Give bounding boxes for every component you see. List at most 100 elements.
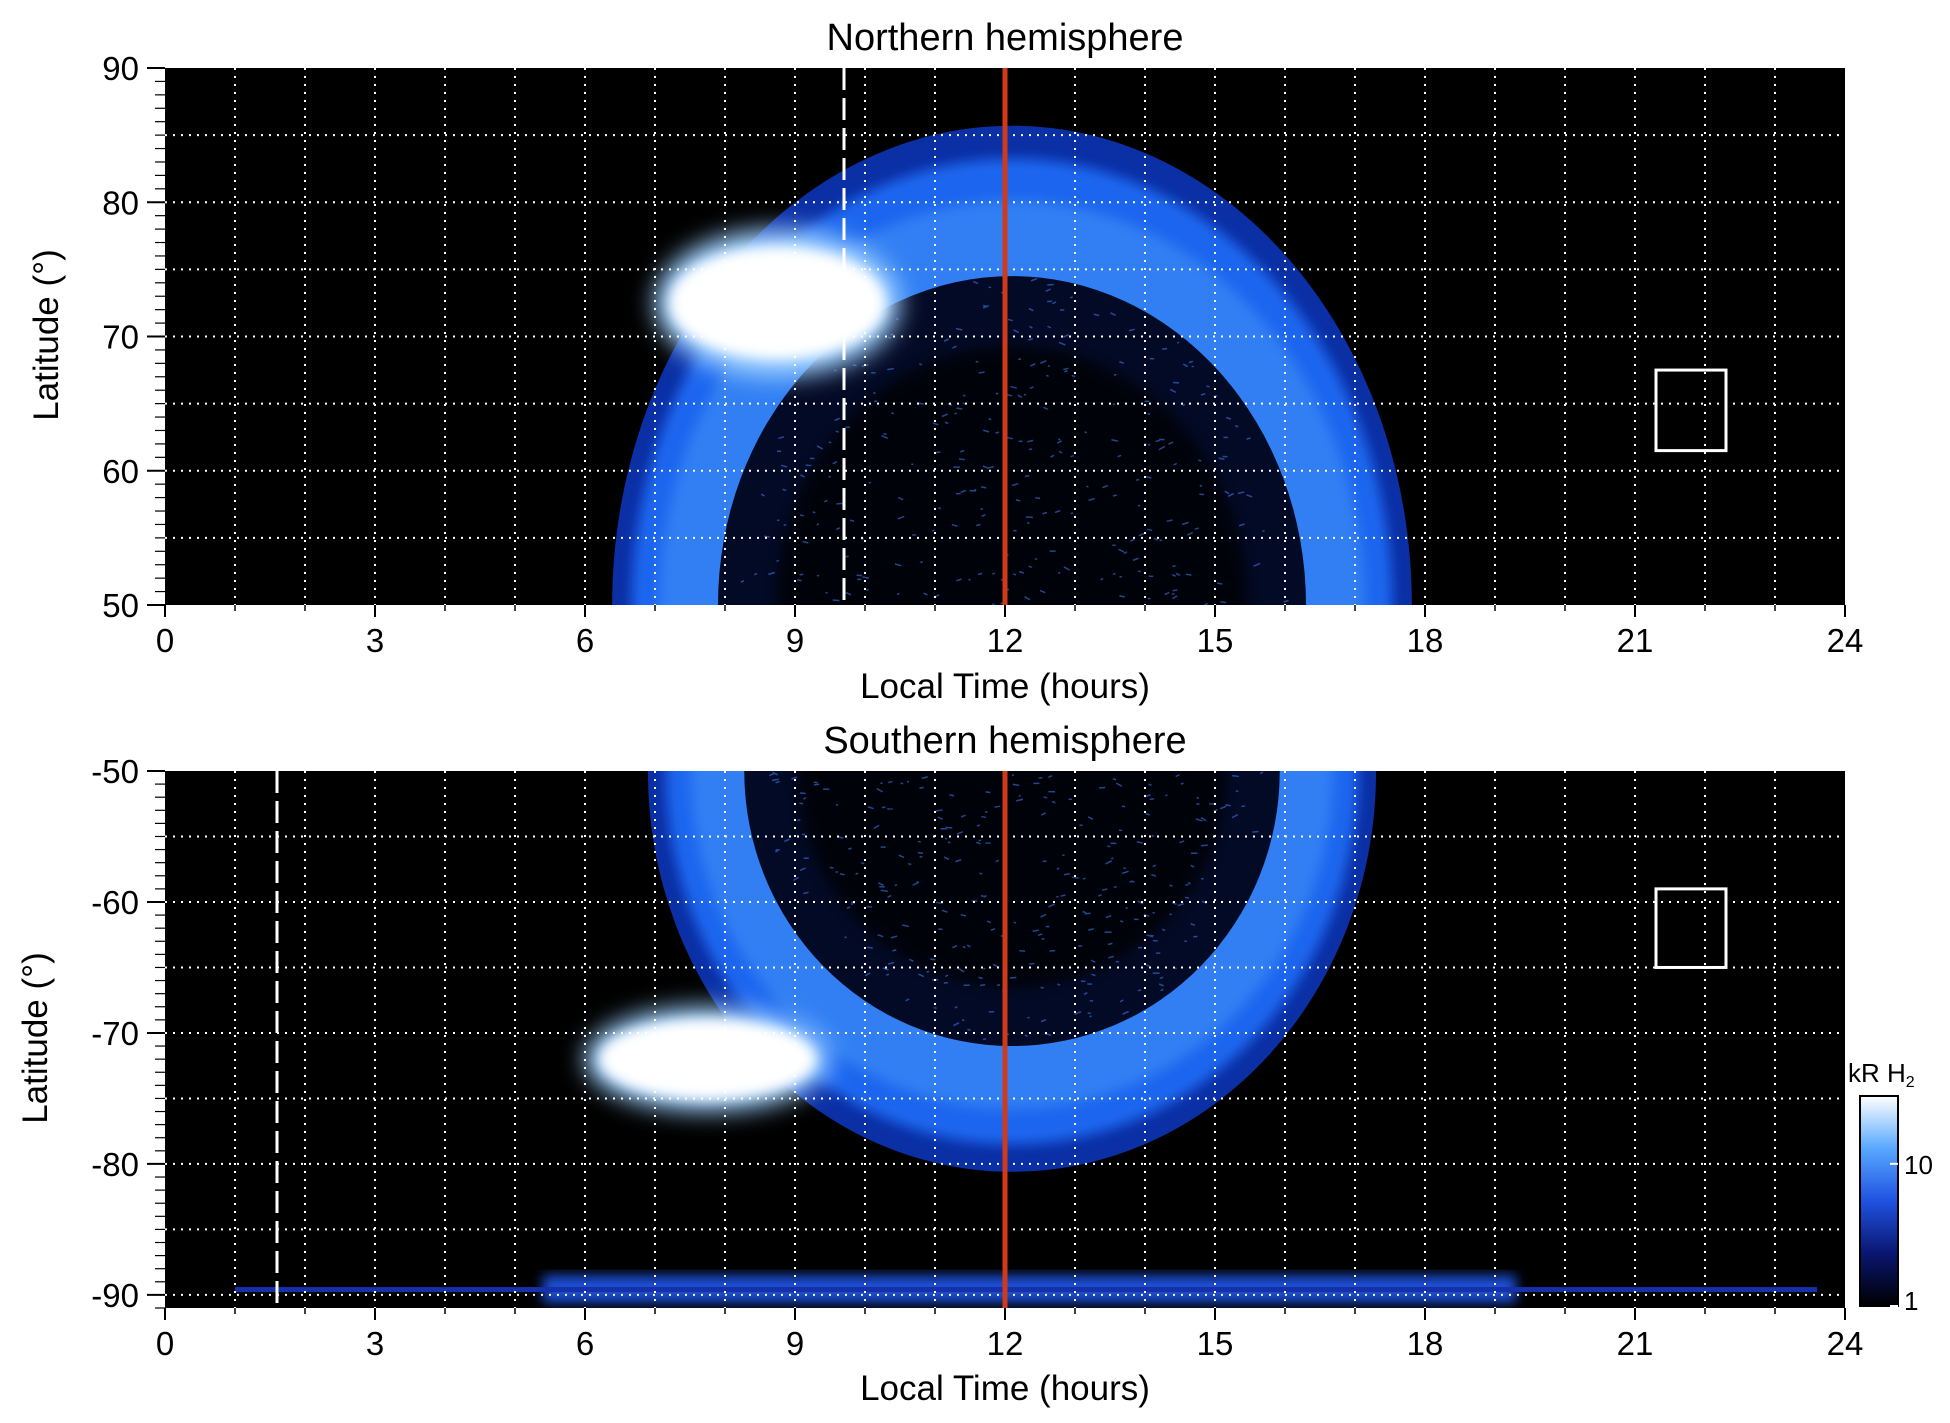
speckle bbox=[805, 464, 812, 467]
speckle bbox=[938, 928, 943, 931]
speckle bbox=[1054, 509, 1061, 514]
speckle bbox=[1101, 888, 1108, 891]
speckle bbox=[1087, 816, 1094, 821]
axes: 0 3 6 9 12 15 18 21 24 50 60 70 80 90 bbox=[102, 50, 1863, 659]
y-tick-label: 60 bbox=[102, 453, 139, 490]
speckle bbox=[951, 523, 958, 527]
speckle bbox=[1145, 475, 1152, 479]
speckle bbox=[995, 431, 1000, 434]
speckle bbox=[1009, 976, 1017, 979]
speckle bbox=[1152, 939, 1158, 942]
speckle bbox=[891, 412, 895, 415]
speckle bbox=[1224, 490, 1230, 495]
speckle bbox=[1070, 512, 1074, 515]
speckle bbox=[918, 363, 923, 366]
speckle bbox=[990, 927, 996, 932]
speckle bbox=[981, 815, 987, 819]
x-tick-label: 0 bbox=[156, 622, 174, 659]
speckle bbox=[879, 885, 885, 888]
y-tick-label: 80 bbox=[102, 184, 139, 221]
speckle bbox=[1145, 812, 1150, 816]
speckle bbox=[816, 445, 824, 450]
speckle bbox=[882, 967, 889, 971]
speckle bbox=[1011, 774, 1015, 777]
speckle bbox=[1201, 900, 1207, 904]
speckle bbox=[1018, 440, 1023, 443]
speckle bbox=[1137, 570, 1141, 573]
x-tick-label: 24 bbox=[1827, 622, 1864, 659]
speckle bbox=[1225, 804, 1231, 807]
speckle bbox=[1136, 478, 1140, 481]
region-box bbox=[1654, 368, 1728, 453]
speckle bbox=[1082, 910, 1087, 914]
speckle bbox=[960, 449, 965, 453]
x-tick-label: 21 bbox=[1617, 1325, 1654, 1362]
y-tick-label: -50 bbox=[91, 753, 139, 790]
speckle bbox=[1050, 454, 1055, 458]
speckle bbox=[926, 970, 930, 973]
speckle bbox=[1042, 511, 1048, 515]
speckle bbox=[857, 578, 862, 581]
speckle bbox=[952, 945, 958, 949]
speckle bbox=[1223, 436, 1229, 439]
speckle bbox=[832, 599, 840, 602]
speckle bbox=[994, 805, 1001, 808]
speckle bbox=[877, 934, 884, 938]
speckle bbox=[1137, 900, 1144, 905]
speckle bbox=[1041, 937, 1045, 940]
speckle bbox=[1063, 367, 1069, 371]
speckle bbox=[1159, 976, 1164, 980]
speckle bbox=[1147, 597, 1151, 600]
speckle bbox=[865, 588, 869, 592]
speckle bbox=[1201, 877, 1204, 880]
axes: 0 3 6 9 12 15 18 21 24 -50 -60 -70 -80 -90 bbox=[91, 753, 1863, 1362]
speckle bbox=[1152, 972, 1160, 974]
speckle bbox=[1155, 952, 1161, 955]
speckle bbox=[776, 559, 780, 562]
speckle bbox=[1112, 778, 1117, 781]
speckle bbox=[923, 592, 928, 596]
speckle bbox=[952, 345, 957, 349]
speckle bbox=[855, 872, 859, 876]
speckle bbox=[955, 859, 962, 863]
speckle bbox=[797, 579, 802, 582]
speckle bbox=[985, 842, 991, 845]
speckle bbox=[1209, 803, 1215, 805]
speckle bbox=[1029, 325, 1033, 329]
speckle bbox=[1059, 309, 1065, 311]
speckle bbox=[1028, 565, 1033, 569]
speckle bbox=[892, 949, 897, 952]
colorbar-ticks: 1 10 bbox=[1890, 1150, 1933, 1316]
speckle bbox=[1088, 928, 1094, 931]
y-tick-label: -60 bbox=[91, 884, 139, 921]
speckle bbox=[953, 1021, 960, 1027]
speckle bbox=[887, 961, 895, 965]
speckle bbox=[1171, 573, 1176, 577]
speckle bbox=[775, 780, 780, 784]
speckle bbox=[986, 920, 992, 924]
speckle bbox=[1089, 1015, 1092, 1018]
y-tick-label: 90 bbox=[102, 50, 139, 87]
speckle bbox=[887, 808, 894, 810]
speckle bbox=[777, 450, 782, 453]
speckle bbox=[1084, 912, 1091, 915]
speckle bbox=[945, 826, 953, 829]
speckle bbox=[797, 818, 801, 822]
speckle bbox=[1151, 834, 1155, 838]
speckle bbox=[1018, 794, 1021, 797]
speckle bbox=[1118, 829, 1123, 832]
speckle bbox=[1047, 300, 1053, 303]
speckle bbox=[864, 972, 871, 977]
speckle bbox=[801, 833, 805, 836]
speckle bbox=[906, 780, 910, 783]
x-tick-label: 15 bbox=[1197, 1325, 1234, 1362]
speckle bbox=[1032, 929, 1039, 933]
speckle bbox=[1039, 589, 1046, 594]
speckle bbox=[1159, 539, 1163, 542]
speckle bbox=[844, 936, 847, 939]
speckle bbox=[1190, 864, 1195, 868]
x-tick-label: 6 bbox=[576, 622, 594, 659]
speckle bbox=[1072, 876, 1080, 879]
bright-region bbox=[599, 1019, 816, 1099]
polar-cap-core bbox=[776, 346, 1248, 605]
